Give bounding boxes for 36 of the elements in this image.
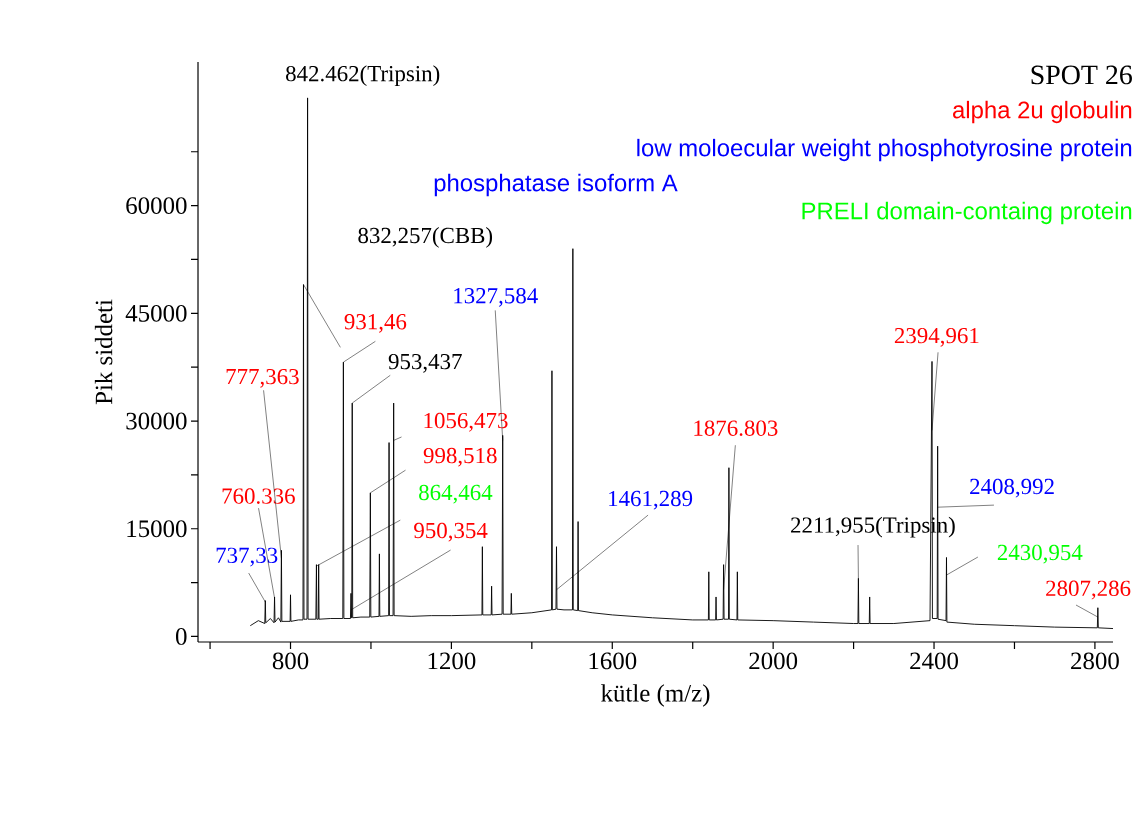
chart-title: SPOT 26 xyxy=(1031,65,1132,85)
y-axis-title: Pik siddeti xyxy=(94,299,113,405)
x-tick-label: 2400 xyxy=(910,652,958,670)
annotation: PRELI domain-containg protein xyxy=(802,201,1132,225)
annotation: 2807,286 xyxy=(1046,580,1131,600)
annotation: alpha 2u globulin xyxy=(953,100,1132,124)
y-tick-label: 0 xyxy=(175,628,187,645)
annotation: 2430,954 xyxy=(997,544,1083,564)
annotation: 1876.803 xyxy=(694,420,778,436)
x-tick-label: 800 xyxy=(272,652,309,670)
annotation: 953,437 xyxy=(388,353,462,373)
annotation: 1056,473 xyxy=(424,412,508,432)
x-tick-label: 1600 xyxy=(589,652,637,670)
annotation: 737,33 xyxy=(216,547,278,567)
y-tick-label: 45000 xyxy=(125,304,187,322)
annotation: 2394,961 xyxy=(894,327,979,347)
x-axis-title: kütle (m/z) xyxy=(601,684,710,707)
annotation: 998,518 xyxy=(423,447,497,467)
x-tick-label: 2000 xyxy=(749,652,798,670)
annotation: low moloecular weight phosphotyrosine protein xyxy=(637,138,1132,162)
annotation: 842.462(Tripsin) xyxy=(286,65,440,87)
annotation: 2408,992 xyxy=(970,478,1054,498)
annotation: 832,257(CBB) xyxy=(358,227,493,248)
x-tick-label: 1200 xyxy=(428,652,476,670)
annotation: 1327,584 xyxy=(454,287,538,307)
annotation: 931,46 xyxy=(344,314,407,333)
annotation: 760.336 xyxy=(222,488,295,504)
y-tick-label: 60000 xyxy=(126,197,187,215)
y-tick-label: 15000 xyxy=(127,520,187,538)
x-tick-label: 2800 xyxy=(1071,652,1119,670)
annotation: phosphatase isoform A xyxy=(434,173,678,197)
y-tick-label: 30000 xyxy=(126,412,187,430)
annotation: 864,464 xyxy=(419,484,493,504)
annotation: 777,363 xyxy=(226,368,299,388)
annotation: 950,354 xyxy=(414,522,488,542)
annotation: 1461,289 xyxy=(609,490,693,510)
